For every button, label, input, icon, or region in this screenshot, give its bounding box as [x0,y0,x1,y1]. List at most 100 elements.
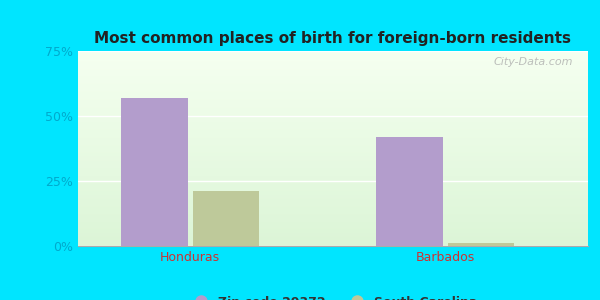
Bar [78,72,588,74]
Bar [78,75,588,76]
Bar [78,152,588,153]
Bar [78,102,588,103]
Bar [78,164,588,165]
Bar [78,141,588,142]
Bar [78,212,588,213]
Bar [78,124,588,125]
Bar [78,182,588,183]
Bar [78,163,588,164]
Bar [78,122,588,123]
Bar [78,208,588,209]
Bar [78,244,588,245]
Bar [78,205,588,206]
Bar [78,92,588,93]
Bar [78,196,588,197]
Bar [78,135,588,136]
Bar [78,86,588,87]
Bar [78,78,588,79]
Bar [78,58,588,59]
Bar [78,229,588,230]
Bar [121,98,188,246]
Bar [78,132,588,133]
Bar [78,171,588,172]
Bar [78,243,588,244]
Bar [78,100,588,101]
Bar [78,113,588,114]
Bar [78,133,588,134]
Bar [78,162,588,163]
Bar [78,145,588,146]
Bar [78,112,588,113]
Bar [78,158,588,159]
Bar [78,224,588,226]
Bar [78,195,588,196]
Bar [78,156,588,157]
Bar [78,138,588,139]
Bar [78,149,588,150]
Bar [193,191,259,246]
Bar [78,223,588,224]
Bar [78,61,588,62]
Bar [78,202,588,203]
Bar [78,198,588,199]
Bar [78,57,588,58]
Bar [78,234,588,235]
Bar [78,129,588,130]
Bar [78,237,588,238]
Bar [78,200,588,201]
Bar [78,53,588,54]
Bar [78,123,588,124]
Bar [78,239,588,240]
Bar [78,219,588,220]
Bar [78,67,588,68]
Bar [78,231,588,232]
Bar [78,51,588,52]
Bar [78,66,588,67]
Bar [78,235,588,236]
Bar [78,242,588,243]
Bar [78,136,588,137]
Bar [78,116,588,117]
Bar [78,91,588,92]
Bar [78,99,588,100]
Bar [78,154,588,155]
Bar [78,213,588,214]
Bar [78,146,588,148]
Bar [78,174,588,175]
Bar [78,172,588,173]
Bar [78,143,588,144]
Bar [78,181,588,182]
Bar [78,180,588,181]
Bar [78,191,588,192]
Bar [78,70,588,71]
Bar [78,101,588,102]
Bar [78,130,588,131]
Bar [78,170,588,171]
Bar [78,201,588,202]
Bar [78,215,588,216]
Bar [78,153,588,154]
Bar [78,121,588,122]
Bar [78,85,588,86]
Bar [78,140,588,141]
Bar [78,126,588,127]
Bar [78,144,588,145]
Bar [78,206,588,207]
Bar [78,105,588,106]
Bar [78,216,588,217]
Bar [78,97,588,98]
Bar [78,157,588,158]
Bar [78,192,588,193]
Bar [78,55,588,56]
Bar [78,210,588,211]
Bar [78,155,588,156]
Bar [78,109,588,110]
Bar [78,233,588,234]
Bar [78,71,588,72]
Bar [78,178,588,179]
Legend: Zip code 29372, South Carolina: Zip code 29372, South Carolina [183,291,483,300]
Bar [78,79,588,80]
Bar [78,245,588,246]
Bar [78,118,588,119]
Bar [78,176,588,177]
